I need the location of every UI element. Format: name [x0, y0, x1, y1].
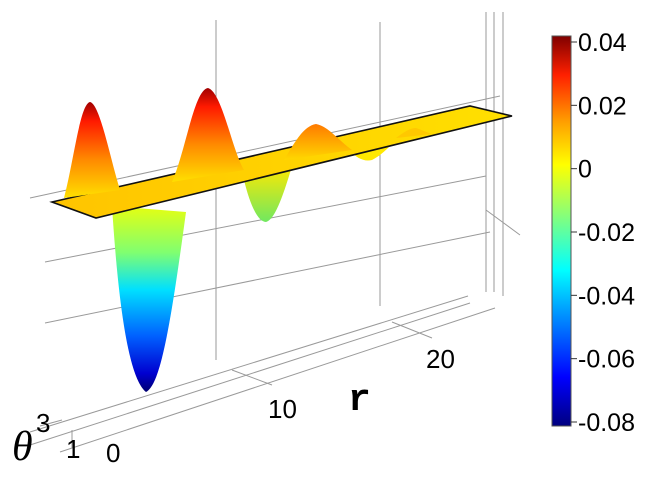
- y-axis-label: θ: [12, 424, 33, 470]
- surface-peak-3: [284, 124, 352, 160]
- colorbar-tick-label: -0.06: [578, 346, 635, 374]
- colorbar: 0.04 0.02 0 -0.02 -0.04 -0.06 -0.08: [551, 29, 635, 437]
- colorbar-tick-label: -0.02: [578, 219, 635, 247]
- colorbar-tick-label: -0.04: [578, 282, 635, 310]
- x-tick-20: 20: [426, 344, 455, 374]
- colorbar-tick-label: 0: [578, 156, 592, 184]
- surface-trough: [112, 206, 186, 392]
- y-axis-label-superscript: 3: [36, 408, 50, 438]
- floor-axes: [29, 295, 496, 453]
- colorbar-tick-label: 0.02: [578, 92, 627, 120]
- colorbar-gradient: [551, 35, 572, 427]
- colorbar-tick-label: -0.08: [578, 409, 635, 437]
- colorbar-ticks: 0.04 0.02 0 -0.02 -0.04 -0.06 -0.08: [571, 29, 635, 437]
- x-axis-label: r: [348, 379, 371, 422]
- surface-dip-2: [244, 166, 292, 222]
- surface-peak-2: [172, 88, 244, 182]
- surface-sheet: [49, 105, 513, 219]
- y-tick-1: 1: [66, 434, 80, 464]
- surface-peak-4: [396, 128, 432, 138]
- surface-peak-1: [64, 102, 120, 198]
- colorbar-tick-label: 0.04: [578, 29, 627, 57]
- x-tick-10: 10: [268, 394, 297, 424]
- y-tick-0: 0: [106, 438, 120, 468]
